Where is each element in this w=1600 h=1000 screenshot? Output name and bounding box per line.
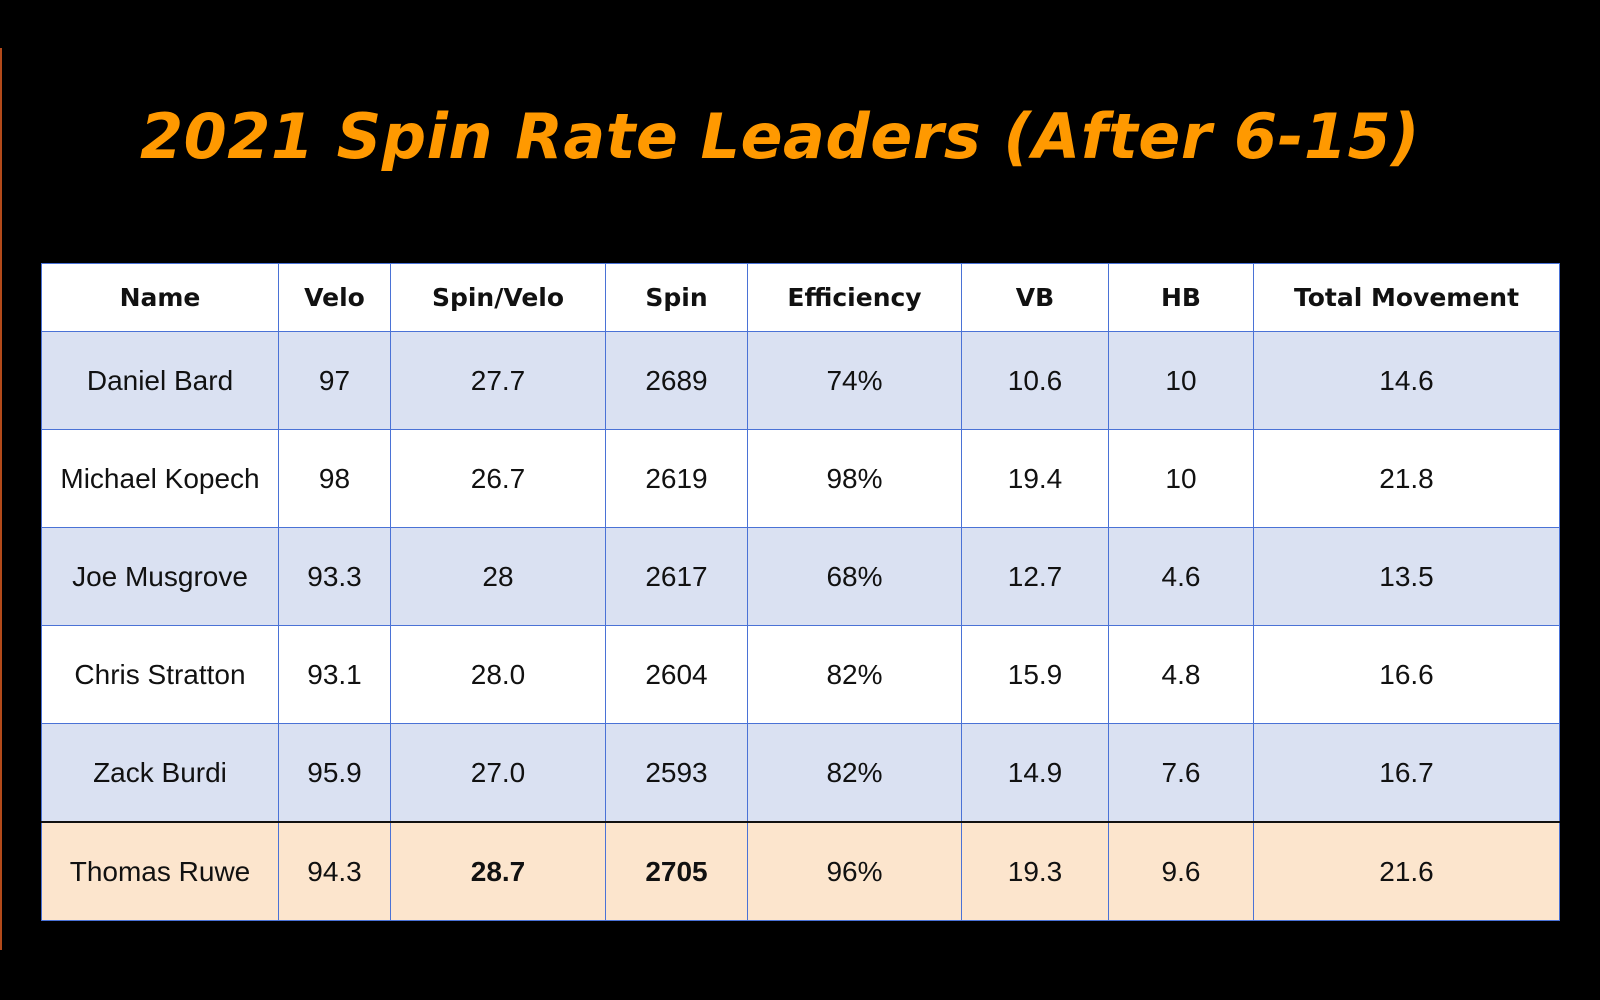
cell-total-movement: 14.6: [1253, 331, 1560, 430]
column-header-spin-velo: Spin/Velo: [390, 263, 606, 332]
cell-spin: 2617: [605, 527, 748, 626]
cell-hb: 9.6: [1108, 821, 1254, 921]
cell-spin-velo: 26.7: [390, 429, 606, 528]
cell-name: Michael Kopech: [41, 429, 279, 528]
column-header-velo: Velo: [278, 263, 391, 332]
cell-hb: 7.6: [1108, 723, 1254, 823]
cell-vb: 10.6: [961, 331, 1109, 430]
table-row: Joe Musgrove 93.3 28 2617 68% 12.7 4.6 1…: [41, 527, 1560, 626]
cell-total-movement: 21.6: [1253, 821, 1560, 921]
cell-vb: 19.3: [961, 821, 1109, 921]
cell-spin: 2619: [605, 429, 748, 528]
cell-velo: 93.3: [278, 527, 391, 626]
column-header-name: Name: [41, 263, 279, 332]
cell-spin: 2593: [605, 723, 748, 823]
edge-divider: [0, 48, 2, 950]
cell-hb: 10: [1108, 331, 1254, 430]
table-row: Zack Burdi 95.9 27.0 2593 82% 14.9 7.6 1…: [41, 723, 1560, 823]
cell-velo: 95.9: [278, 723, 391, 823]
cell-spin: 2604: [605, 625, 748, 724]
column-header-total-movement: Total Movement: [1253, 263, 1560, 332]
cell-efficiency: 98%: [747, 429, 962, 528]
cell-spin: 2705: [605, 821, 748, 921]
table-row: Michael Kopech 98 26.7 2619 98% 19.4 10 …: [41, 429, 1560, 528]
cell-efficiency: 82%: [747, 723, 962, 823]
cell-total-movement: 13.5: [1253, 527, 1560, 626]
table-header-row: Name Velo Spin/Velo Spin Efficiency VB H…: [41, 263, 1560, 332]
cell-name: Daniel Bard: [41, 331, 279, 430]
cell-name: Chris Stratton: [41, 625, 279, 724]
cell-hb: 10: [1108, 429, 1254, 528]
cell-efficiency: 82%: [747, 625, 962, 724]
cell-spin-velo: 28: [390, 527, 606, 626]
cell-name: Thomas Ruwe: [41, 821, 279, 921]
cell-velo: 98: [278, 429, 391, 528]
cell-vb: 15.9: [961, 625, 1109, 724]
cell-vb: 14.9: [961, 723, 1109, 823]
column-header-spin: Spin: [605, 263, 748, 332]
cell-efficiency: 68%: [747, 527, 962, 626]
cell-spin: 2689: [605, 331, 748, 430]
cell-spin-velo: 28.0: [390, 625, 606, 724]
cell-efficiency: 96%: [747, 821, 962, 921]
table-row: Chris Stratton 93.1 28.0 2604 82% 15.9 4…: [41, 625, 1560, 724]
column-header-efficiency: Efficiency: [747, 263, 962, 332]
cell-total-movement: 21.8: [1253, 429, 1560, 528]
cell-hb: 4.8: [1108, 625, 1254, 724]
cell-total-movement: 16.7: [1253, 723, 1560, 823]
cell-spin-velo: 27.0: [390, 723, 606, 823]
slide-title: 2021 Spin Rate Leaders (After 6-15): [139, 100, 1421, 173]
column-header-vb: VB: [961, 263, 1109, 332]
spin-rate-table: Name Velo Spin/Velo Spin Efficiency VB H…: [41, 263, 1560, 921]
table-row: Daniel Bard 97 27.7 2689 74% 10.6 10 14.…: [41, 331, 1560, 430]
cell-vb: 19.4: [961, 429, 1109, 528]
cell-velo: 94.3: [278, 821, 391, 921]
cell-name: Zack Burdi: [41, 723, 279, 823]
cell-spin-velo: 27.7: [390, 331, 606, 430]
cell-name: Joe Musgrove: [41, 527, 279, 626]
cell-vb: 12.7: [961, 527, 1109, 626]
cell-spin-velo: 28.7: [390, 821, 606, 921]
highlighted-table-row: Thomas Ruwe 94.3 28.7 2705 96% 19.3 9.6 …: [41, 821, 1560, 921]
cell-total-movement: 16.6: [1253, 625, 1560, 724]
cell-velo: 97: [278, 331, 391, 430]
cell-hb: 4.6: [1108, 527, 1254, 626]
cell-velo: 93.1: [278, 625, 391, 724]
cell-efficiency: 74%: [747, 331, 962, 430]
column-header-hb: HB: [1108, 263, 1254, 332]
